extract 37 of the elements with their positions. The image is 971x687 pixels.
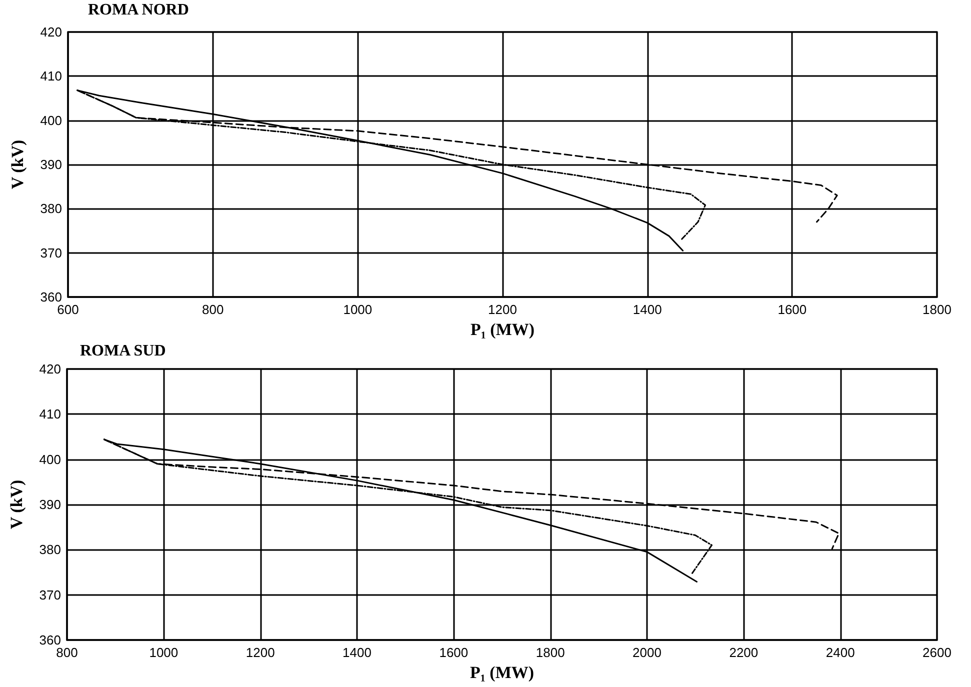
- y-tick-label: 380: [40, 201, 62, 216]
- y-axis-title: V (kV): [7, 480, 26, 530]
- x-tick-label: 800: [56, 645, 78, 660]
- x-tick-label: 2000: [632, 645, 662, 660]
- x-tick-label: 1400: [632, 302, 662, 317]
- x-tick-label: 1000: [149, 645, 178, 660]
- x-tick-label: 2600: [922, 645, 952, 660]
- chart-title: ROMA SUD: [80, 342, 166, 360]
- x-tick-label: 1600: [778, 302, 807, 317]
- y-tick-label: 420: [39, 362, 61, 376]
- x-tick-label: 1400: [342, 645, 372, 660]
- x-tick-label: 800: [202, 302, 224, 317]
- y-tick-label: 410: [40, 68, 62, 84]
- x-tick-label: 1000: [343, 302, 372, 317]
- x-tick-label: 1200: [488, 302, 517, 317]
- x-tick-label: 1800: [536, 645, 565, 660]
- x-axis-title: P₁ (MW): [470, 320, 535, 339]
- x-tick-label: 1200: [246, 645, 275, 660]
- y-tick-label: 420: [40, 24, 62, 40]
- y-axis-title: V (kV): [8, 140, 27, 190]
- x-tick-label: 1800: [922, 302, 952, 317]
- x-tick-label: 600: [57, 302, 79, 317]
- y-tick-label: 390: [39, 497, 61, 512]
- y-tick-label: 360: [40, 290, 62, 304]
- y-tick-label: 410: [39, 406, 61, 422]
- x-tick-label: 1600: [439, 645, 468, 660]
- x-tick-label: 2200: [729, 645, 758, 660]
- y-tick-label: 370: [40, 245, 62, 260]
- y-tick-label: 380: [39, 542, 61, 558]
- y-tick-label: 400: [39, 452, 61, 467]
- y-tick-label: 400: [40, 112, 62, 128]
- chart-title: ROMA NORD: [88, 2, 189, 18]
- x-tick-label: 2400: [826, 645, 855, 660]
- y-tick-label: 390: [40, 157, 62, 172]
- x-axis-title: P₁ (MW): [470, 663, 534, 682]
- y-tick-label: 360: [39, 632, 61, 648]
- y-tick-label: 370: [39, 587, 61, 602]
